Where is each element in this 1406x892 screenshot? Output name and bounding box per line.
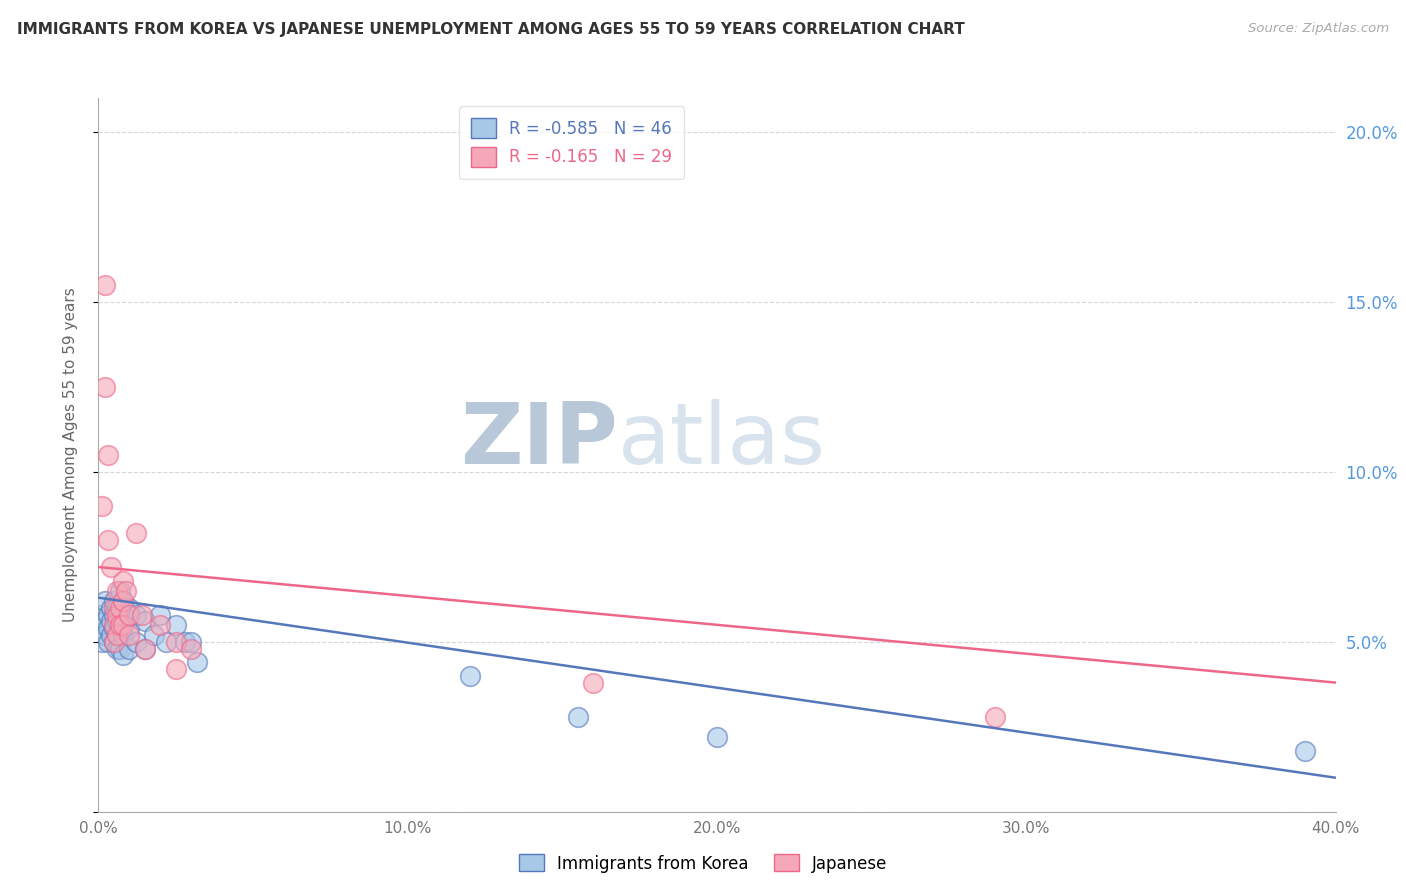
Point bbox=[105, 628, 128, 642]
Point bbox=[103, 635, 125, 649]
Point bbox=[112, 607, 135, 622]
Point bbox=[149, 607, 172, 622]
Point bbox=[458, 669, 481, 683]
Point bbox=[186, 655, 208, 669]
Point bbox=[93, 594, 115, 608]
Point bbox=[165, 662, 187, 676]
Point bbox=[118, 641, 141, 656]
Point bbox=[97, 448, 120, 462]
Point bbox=[103, 594, 125, 608]
Point bbox=[155, 635, 177, 649]
Point bbox=[124, 526, 146, 541]
Point bbox=[112, 648, 135, 663]
Point bbox=[124, 635, 146, 649]
Point bbox=[105, 600, 128, 615]
Point bbox=[97, 621, 120, 635]
Point bbox=[103, 600, 125, 615]
Point bbox=[174, 635, 197, 649]
Point bbox=[93, 380, 115, 394]
Point bbox=[118, 621, 141, 635]
Point bbox=[108, 621, 131, 635]
Point bbox=[108, 617, 131, 632]
Text: IMMIGRANTS FROM KOREA VS JAPANESE UNEMPLOYMENT AMONG AGES 55 TO 59 YEARS CORRELA: IMMIGRANTS FROM KOREA VS JAPANESE UNEMPL… bbox=[17, 22, 965, 37]
Point bbox=[105, 641, 128, 656]
Point bbox=[108, 600, 131, 615]
Point bbox=[180, 635, 202, 649]
Point bbox=[108, 607, 131, 622]
Point bbox=[582, 675, 605, 690]
Point bbox=[93, 615, 115, 629]
Point bbox=[1294, 743, 1316, 757]
Point bbox=[180, 641, 202, 656]
Point bbox=[112, 594, 135, 608]
Point bbox=[90, 635, 112, 649]
Point bbox=[118, 600, 141, 615]
Point bbox=[124, 607, 146, 622]
Point bbox=[97, 607, 120, 622]
Point bbox=[97, 635, 120, 649]
Point bbox=[706, 730, 728, 744]
Point bbox=[134, 641, 156, 656]
Legend: Immigrants from Korea, Japanese: Immigrants from Korea, Japanese bbox=[512, 847, 894, 880]
Point bbox=[149, 617, 172, 632]
Point bbox=[105, 583, 128, 598]
Point bbox=[134, 615, 156, 629]
Legend: R = -0.585   N = 46, R = -0.165   N = 29: R = -0.585 N = 46, R = -0.165 N = 29 bbox=[460, 106, 683, 178]
Point bbox=[134, 641, 156, 656]
Point bbox=[112, 594, 135, 608]
Point bbox=[984, 709, 1007, 723]
Point bbox=[567, 709, 589, 723]
Text: ZIP: ZIP bbox=[460, 399, 619, 483]
Point bbox=[105, 628, 128, 642]
Point bbox=[90, 499, 112, 513]
Point bbox=[108, 641, 131, 656]
Point bbox=[118, 607, 141, 622]
Point bbox=[118, 628, 141, 642]
Text: Source: ZipAtlas.com: Source: ZipAtlas.com bbox=[1249, 22, 1389, 36]
Point bbox=[100, 615, 122, 629]
Point bbox=[131, 607, 153, 622]
Point bbox=[93, 628, 115, 642]
Point bbox=[103, 621, 125, 635]
Point bbox=[112, 574, 135, 588]
Point bbox=[165, 617, 187, 632]
Point bbox=[112, 628, 135, 642]
Point bbox=[93, 278, 115, 293]
Y-axis label: Unemployment Among Ages 55 to 59 years: Unemployment Among Ages 55 to 59 years bbox=[63, 287, 77, 623]
Point bbox=[100, 628, 122, 642]
Point bbox=[112, 617, 135, 632]
Point bbox=[115, 583, 138, 598]
Point bbox=[108, 583, 131, 598]
Point bbox=[100, 560, 122, 574]
Point bbox=[165, 635, 187, 649]
Point bbox=[103, 617, 125, 632]
Point bbox=[105, 615, 128, 629]
Point bbox=[103, 607, 125, 622]
Point bbox=[103, 635, 125, 649]
Text: atlas: atlas bbox=[619, 399, 827, 483]
Point bbox=[90, 621, 112, 635]
Point bbox=[90, 607, 112, 622]
Point bbox=[143, 628, 166, 642]
Point bbox=[100, 600, 122, 615]
Point bbox=[97, 533, 120, 547]
Point bbox=[105, 607, 128, 622]
